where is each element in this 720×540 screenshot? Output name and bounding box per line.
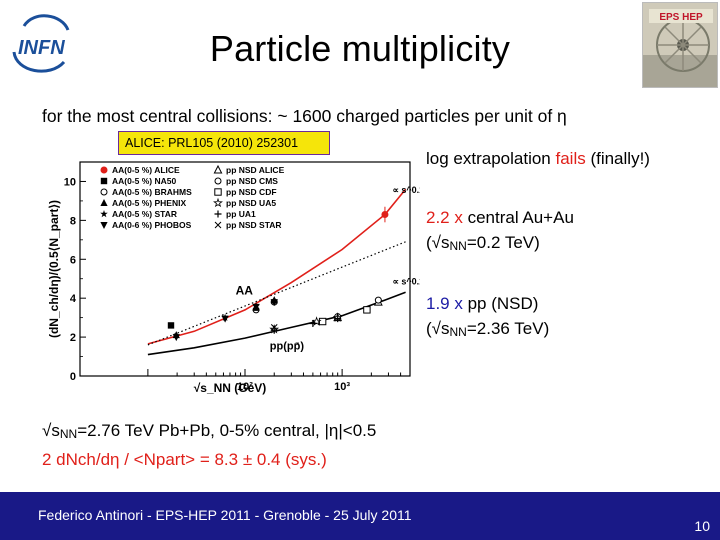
legend-entry: pp UA1 — [226, 209, 256, 219]
y-tick-label: 2 — [70, 332, 76, 344]
annotation-pp-energy-sub: NN — [449, 325, 467, 339]
data-point — [100, 199, 108, 206]
data-point — [213, 164, 223, 174]
data-point — [381, 211, 389, 219]
x-tick-label: 10³ — [334, 381, 350, 393]
data-point — [214, 177, 222, 185]
y-tick-label: 8 — [70, 215, 76, 227]
data-point — [309, 319, 317, 327]
annotation-pp: 1.9 x pp (NSD) (√sNN=2.36 TeV) — [426, 291, 549, 345]
x-tick-label: 10² — [237, 381, 253, 393]
data-point — [100, 177, 108, 185]
annotation-log-part-a: log extrapolation — [426, 149, 556, 168]
y-tick-label: 6 — [70, 254, 76, 266]
page-number: 10 — [694, 518, 710, 534]
legend-entry: pp NSD ALICE — [226, 165, 285, 175]
data-point — [214, 188, 222, 196]
infn-logo-text: INFN — [18, 37, 65, 59]
result-energy-sub: NN — [59, 427, 78, 441]
infn-logo-graphic: INFN — [12, 14, 70, 73]
legend-entry: AA(0-5 %) PHENIX — [112, 198, 186, 208]
eps-hep-logo-graphic: EPS HEP — [643, 3, 717, 87]
annotation-pp-text: pp (NSD) — [462, 294, 539, 313]
fit-curve — [147, 241, 406, 346]
footer-bar: Federico Antinori - EPS-HEP 2011 - Greno… — [0, 492, 720, 540]
y-tick-label: 10 — [64, 176, 76, 188]
data-point — [221, 315, 229, 323]
reference-box: ALICE: PRL105 (2010) 252301 — [118, 131, 330, 155]
annotation-pp-energy-pre: (√s — [426, 319, 450, 338]
legend-entry: AA(0-5 %) STAR — [112, 209, 177, 219]
y-tick-label: 0 — [70, 371, 76, 383]
slide-title: Particle multiplicity — [209, 28, 511, 69]
label-aa: AA — [236, 283, 254, 297]
data-point — [363, 306, 371, 314]
data-point — [100, 188, 108, 196]
legend-entry: pp NSD STAR — [226, 220, 282, 230]
multiplicity-chart: 0 2 4 6 8 10 10² 10³ √s_NN (GeV) (dN_ch/dη)/(0.5⟨… — [47, 161, 420, 395]
annotation-auau-factor: 2.2 x — [426, 208, 463, 227]
fit-curve — [147, 291, 406, 356]
label-pp: pp(pp̄) — [270, 341, 305, 353]
data-point — [213, 197, 223, 208]
legend-entry: pp NSD CMS — [226, 176, 278, 186]
eps-hep-logo: EPS HEP — [642, 2, 718, 88]
legend-entry: AA(0-6 %) PHOBOS — [112, 220, 192, 230]
data-point — [318, 317, 327, 326]
annotation-auau: 2.2 x central Au+Au (√sNN=0.2 TeV) — [426, 205, 574, 259]
annotation-fails: fails — [555, 149, 586, 168]
footer-text: Federico Antinori - EPS-HEP 2011 - Greno… — [38, 507, 412, 523]
result-energy-pre: √s — [42, 421, 60, 440]
y-tick-label: 4 — [70, 293, 77, 305]
data-point — [167, 322, 175, 329]
data-point — [100, 210, 108, 218]
label-fit-aa: ∝ s^0.15 — [392, 185, 420, 195]
legend-entry: AA(0-5 %) BRAHMS — [112, 187, 192, 197]
annotation-pp-energy-post: =2.36 TeV) — [466, 319, 550, 338]
data-point — [172, 334, 180, 342]
annotation-auau-energy-sub: NN — [449, 239, 467, 253]
y-axis-label: (dN_ch/dη)/(0.5⟨N_part⟩) — [47, 200, 61, 338]
legend-entry: pp NSD UA5 — [226, 198, 276, 208]
annotation-auau-energy-pre: (√s — [426, 233, 450, 252]
data-point — [100, 222, 108, 229]
result-energy-post: =2.76 TeV Pb+Pb, 0-5% central, |η|<0.5 — [77, 421, 377, 440]
data-point — [311, 316, 322, 326]
result-summary: √sNN=2.76 TeV Pb+Pb, 0-5% central, |η|<0… — [42, 418, 376, 472]
data-point — [374, 296, 382, 304]
data-point — [252, 303, 260, 311]
fit-curve — [147, 188, 407, 345]
legend-entry: AA(0-5 %) ALICE — [112, 165, 180, 175]
result-value: 2 dNch/dη / <Npart> = 8.3 ± 0.4 (sys.) — [42, 450, 327, 469]
annotation-pp-factor: 1.9 x — [426, 294, 463, 313]
data-point — [214, 221, 222, 229]
data-point — [214, 210, 222, 218]
x-axis-label: √s_NN (GeV) — [194, 381, 267, 395]
legend-entry: pp NSD CDF — [226, 187, 277, 197]
label-fit-pp: ∝ s^0.11 — [392, 277, 420, 287]
annotation-auau-text: central Au+Au — [462, 208, 574, 227]
subtitle: for the most central collisions: ~ 1600 … — [42, 106, 567, 126]
legend-entry: AA(0-5 %) NA50 — [112, 176, 177, 186]
data-point — [334, 315, 342, 323]
data-point — [270, 324, 278, 331]
annotation-log-extrapolation: log extrapolation fails (finally!) — [426, 146, 650, 171]
annotation-auau-energy-post: =0.2 TeV) — [466, 233, 540, 252]
data-point — [100, 166, 108, 174]
eps-hep-logo-text: EPS HEP — [659, 12, 703, 23]
infn-logo: INFN — [4, 12, 74, 78]
annotation-log-part-c: (finally!) — [585, 149, 650, 168]
data-point — [270, 299, 278, 307]
